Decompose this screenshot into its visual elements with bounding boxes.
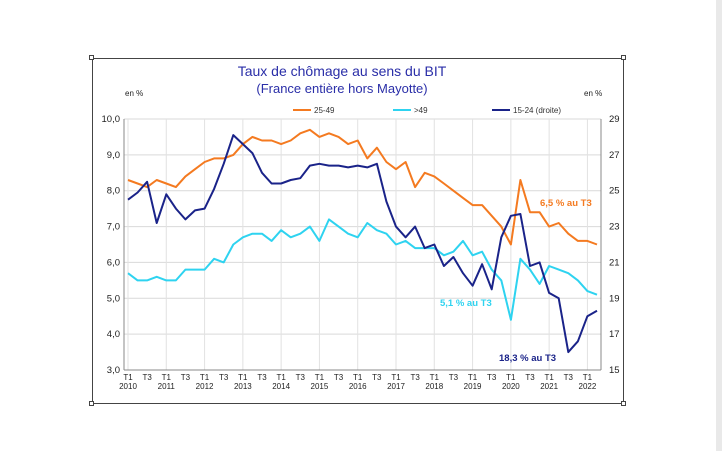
x-quarter-label: T1	[123, 373, 133, 382]
right-tick-label: 25	[609, 186, 620, 197]
right-tick-label: 27	[609, 150, 620, 161]
x-year-label: 2010	[119, 382, 137, 391]
x-quarter-label: T3	[525, 373, 535, 382]
axes: 10,0 9,0 8,0 7,0 6,0 5,0 4,0 3,0 29 27 25 23 21 19 17 1…	[102, 114, 620, 391]
x-quarter-label: T1	[506, 373, 516, 382]
x-year-label: 2020	[502, 382, 520, 391]
x-year-label: 2018	[425, 382, 443, 391]
left-tick-label: 5,0	[107, 293, 120, 304]
annotation-over-49: 5,1 % au T3	[440, 298, 492, 309]
x-quarter-label: T1	[468, 373, 478, 382]
x-year-label: 2013	[234, 382, 252, 391]
left-tick-label: 4,0	[107, 329, 120, 340]
x-quarter-label: T3	[181, 373, 191, 382]
x-year-label: 2016	[349, 382, 367, 391]
series-line-0	[127, 128, 598, 246]
resize-handle-top-right[interactable]	[621, 55, 626, 60]
x-quarter-label: T3	[564, 373, 574, 382]
resize-handle-bottom-left[interactable]	[89, 401, 94, 406]
x-quarter-label: T1	[583, 373, 593, 382]
annotation-15-24: 18,3 % au T3	[499, 353, 556, 364]
x-quarter-label: T1	[315, 373, 325, 382]
x-quarter-label: T1	[162, 373, 172, 382]
chart-frame	[92, 58, 624, 404]
x-year-label: 2012	[196, 382, 214, 391]
x-year-label: 2021	[540, 382, 558, 391]
legend-label: 25-49	[314, 106, 335, 115]
series-line-1	[127, 218, 598, 321]
x-quarter-label: T1	[391, 373, 401, 382]
legend: 25-49 >49 15-24 (droite)	[293, 106, 561, 115]
gridlines	[124, 118, 601, 371]
x-year-label: 2022	[579, 382, 597, 391]
left-tick-label: 6,0	[107, 257, 120, 268]
resize-handle-bottom-right[interactable]	[621, 401, 626, 406]
x-quarter-label: T3	[257, 373, 267, 382]
legend-label: >49	[414, 106, 428, 115]
x-quarter-label: T1	[430, 373, 440, 382]
x-quarter-label: T3	[487, 373, 497, 382]
right-tick-label: 23	[609, 222, 620, 233]
x-quarter-label: T1	[238, 373, 248, 382]
left-tick-label: 7,0	[107, 222, 120, 233]
right-tick-label: 21	[609, 257, 620, 268]
left-tick-label: 9,0	[107, 150, 120, 161]
x-quarter-label: T3	[449, 373, 459, 382]
x-year-label: 2011	[158, 382, 176, 391]
chart-title: Taux de chômage au sens du BIT	[238, 63, 447, 79]
x-quarter-label: T3	[142, 373, 152, 382]
right-tick-label: 17	[609, 329, 620, 340]
left-tick-label: 10,0	[102, 114, 121, 125]
x-quarter-label: T3	[372, 373, 382, 382]
right-tick-label: 15	[609, 365, 620, 376]
x-year-label: 2017	[387, 382, 405, 391]
x-year-label: 2014	[272, 382, 290, 391]
x-quarter-label: T1	[200, 373, 210, 382]
chart-subtitle: (France entière hors Mayotte)	[256, 81, 427, 96]
right-axis-unit: en %	[584, 89, 602, 98]
x-quarter-label: T1	[544, 373, 554, 382]
x-year-label: 2019	[464, 382, 482, 391]
window-edge	[716, 0, 722, 451]
right-tick-label: 19	[609, 293, 620, 304]
legend-label: 15-24 (droite)	[513, 106, 561, 115]
left-axis-unit: en %	[125, 89, 143, 98]
annotation-25-49: 6,5 % au T3	[540, 198, 592, 209]
series-layer	[127, 128, 598, 354]
left-tick-label: 8,0	[107, 186, 120, 197]
x-quarter-label: T3	[219, 373, 229, 382]
series-line-2	[127, 134, 598, 354]
x-year-label: 2015	[311, 382, 329, 391]
x-quarter-label: T3	[334, 373, 344, 382]
x-quarter-label: T1	[353, 373, 363, 382]
x-quarter-label: T1	[276, 373, 286, 382]
x-quarter-label: T3	[296, 373, 306, 382]
left-tick-label: 3,0	[107, 365, 120, 376]
x-quarter-label: T3	[410, 373, 420, 382]
right-tick-label: 29	[609, 114, 620, 125]
resize-handle-top-left[interactable]	[89, 55, 94, 60]
